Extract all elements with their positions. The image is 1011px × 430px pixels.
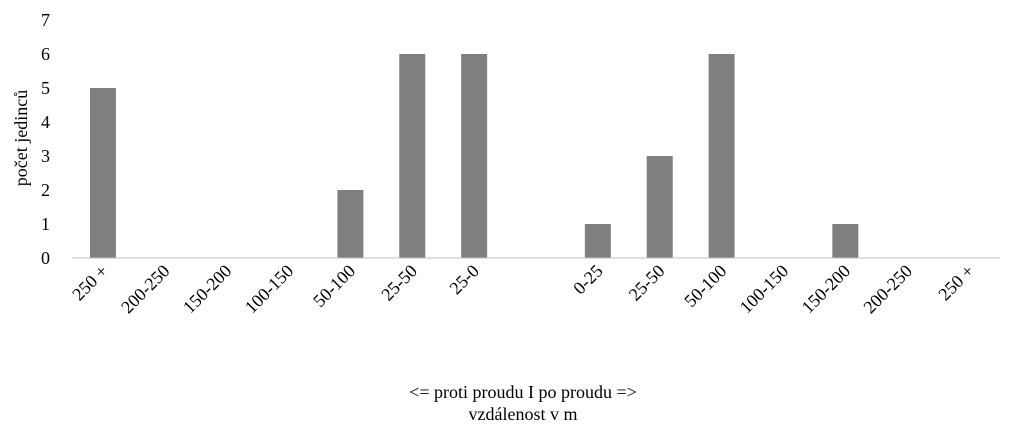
y-tick-label: 4 [41, 112, 50, 132]
y-tick-label: 3 [41, 146, 50, 166]
y-tick-label: 6 [41, 44, 50, 64]
bar [399, 54, 426, 258]
y-tick-label: 2 [41, 180, 50, 200]
x-tick-label: 150-200 [179, 261, 236, 318]
x-axis-tick-labels: 250 +200-250 150-200 100-150 50-100 25-50 25-… [68, 261, 978, 318]
y-tick-label: 0 [41, 248, 50, 268]
bars [89, 54, 859, 258]
x-tick-label: 25-0 [445, 261, 482, 298]
y-tick-label: 5 [41, 78, 50, 98]
x-axis-title-distance: vzdálenost v m [469, 404, 578, 424]
x-tick-label: 200-250 [117, 261, 174, 318]
y-axis-tick-labels: 0 1 2 3 4 5 6 7 [41, 10, 50, 268]
x-tick-label: 100-150 [736, 261, 793, 318]
bar [646, 156, 673, 258]
x-tick-label: 50-100 [309, 261, 359, 311]
bar [832, 224, 859, 258]
bar [337, 190, 364, 258]
bar [89, 88, 116, 258]
x-tick-label: 25-50 [625, 261, 669, 305]
x-tick-label: 0-25 [569, 261, 606, 298]
y-axis-title: počet jedinců [11, 90, 31, 186]
x-tick-label: 250 + [68, 261, 112, 305]
bar [708, 54, 735, 258]
x-tick-label: 250 + [934, 261, 978, 305]
x-tick-label: 50-100 [680, 261, 730, 311]
x-tick-label: 100-150 [241, 261, 298, 318]
y-tick-label: 1 [41, 214, 50, 234]
x-axis-title-direction: <= proti proudu I po proudu => [409, 382, 637, 402]
bar [461, 54, 488, 258]
y-tick-label: 7 [41, 10, 50, 30]
bar [584, 224, 611, 258]
x-tick-label: 25-50 [377, 261, 421, 305]
x-tick-label: 150-200 [798, 261, 855, 318]
x-tick-label: 200-250 [859, 261, 916, 318]
